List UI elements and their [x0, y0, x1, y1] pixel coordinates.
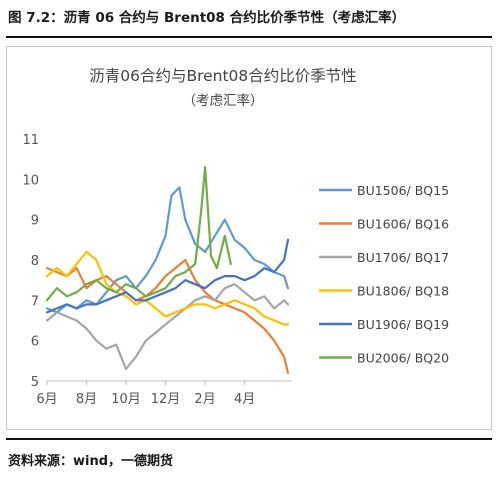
y-tick-label: 7 — [31, 294, 39, 309]
series-line-6 — [45, 166, 232, 302]
x-tick-label: 4月 — [234, 392, 255, 407]
x-tick-label: 10月 — [111, 392, 141, 407]
legend-label-3: BU1706/ BQ17 — [357, 250, 449, 265]
x-tick-label: 2月 — [194, 392, 215, 407]
series-line-2 — [45, 258, 290, 374]
chart-title: 沥青06合约与Brent08合约比价季节性 — [89, 67, 357, 85]
chart-svg: 沥青06合约与Brent08合约比价季节性 （考虑汇率） 5 6 7 8 9 10 11 6… — [22, 67, 449, 407]
figure-caption: 图 7.2：沥青 06 合约与 Brent08 合约比价季节性（考虑汇率） — [8, 10, 406, 26]
top-rule — [6, 36, 492, 38]
x-tick-label: 12月 — [151, 392, 181, 407]
chart-container: 沥青06合约与Brent08合约比价季节性 （考虑汇率） 5 6 7 8 9 10 11 6… — [6, 46, 492, 430]
y-tick-label: 8 — [31, 254, 39, 269]
y-tick-label: 9 — [31, 214, 39, 229]
y-tick-label: 6 — [31, 335, 39, 350]
y-tick-label: 11 — [22, 133, 39, 148]
series-line-3 — [45, 283, 290, 370]
series-line-5 — [45, 238, 290, 314]
bottom-rule — [6, 438, 492, 440]
x-axis: 6月 8月 10月 12月 2月 4月 — [36, 380, 292, 407]
legend: BU1506/ BQ15 BU1606/ BQ16 BU1706/ BQ17 BU18… — [319, 183, 449, 366]
legend-label-6: BU2006/ BQ20 — [357, 351, 449, 366]
x-tick-label: 6月 — [36, 392, 57, 407]
x-tick-label: 8月 — [76, 392, 97, 407]
series-line-4 — [45, 250, 290, 326]
y-axis: 5 6 7 8 9 10 11 — [22, 133, 39, 390]
source-note: 资料来源：wind，一德期货 — [8, 454, 174, 469]
legend-label-5: BU1906/ BQ19 — [357, 317, 449, 332]
legend-label-2: BU1606/ BQ16 — [357, 217, 449, 232]
chart-subtitle: （考虑汇率） — [183, 92, 264, 109]
legend-label-1: BU1506/ BQ15 — [357, 183, 449, 198]
plot-lines — [45, 166, 290, 374]
series-line-1 — [45, 186, 290, 314]
legend-label-4: BU1806/ BQ18 — [357, 284, 449, 299]
y-tick-label: 10 — [22, 173, 39, 188]
y-tick-label: 5 — [31, 375, 39, 390]
